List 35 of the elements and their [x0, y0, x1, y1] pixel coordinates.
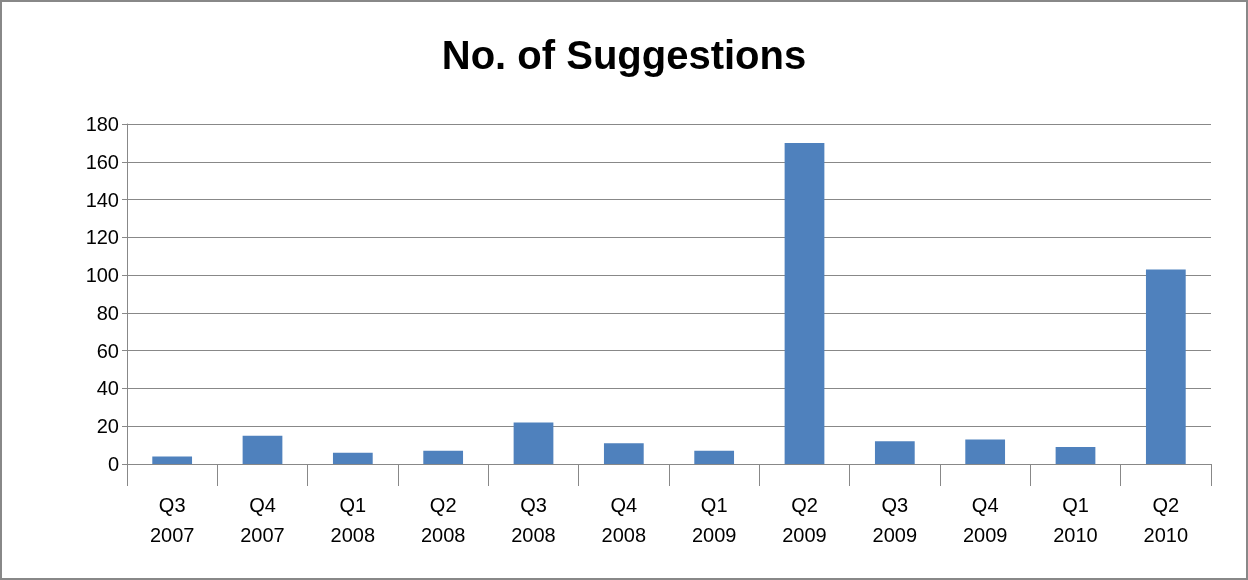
bar — [965, 439, 1006, 464]
bar — [784, 142, 825, 464]
y-tick-label: 0 — [107, 453, 119, 475]
x-tick-label: Q4 2009 — [962, 494, 1008, 546]
bar — [423, 450, 464, 464]
y-tick-label: 160 — [85, 150, 119, 173]
x-tick-label: Q2 2010 — [1143, 494, 1189, 546]
bar — [1055, 447, 1096, 464]
bar — [242, 435, 283, 464]
x-tick-label: Q2 2008 — [420, 494, 466, 546]
y-tick-label: 20 — [96, 415, 119, 438]
x-tick-label: Q3 2009 — [872, 494, 918, 546]
y-tick-label: 100 — [85, 264, 119, 287]
bar — [603, 443, 644, 464]
bar — [513, 422, 554, 464]
x-tick-label: Q2 2009 — [782, 494, 827, 546]
y-tick-label: 60 — [96, 339, 119, 362]
y-tick-label: 180 — [85, 113, 119, 135]
x-tick-label: Q3 2008 — [511, 494, 556, 546]
y-tick-label: 140 — [85, 188, 119, 211]
x-tick-label: Q3 2007 — [149, 494, 195, 546]
x-tick-label: Q4 2008 — [601, 494, 647, 546]
x-tick-label: Q1 2008 — [330, 494, 376, 546]
bar — [1145, 269, 1186, 464]
x-tick-label: Q1 2009 — [691, 494, 737, 546]
x-tick-label: Q4 2007 — [240, 494, 285, 546]
bar — [694, 450, 735, 464]
y-tick-label: 40 — [96, 377, 119, 400]
y-tick-label: 120 — [85, 226, 119, 249]
x-tick-label: Q1 2010 — [1053, 494, 1098, 546]
bar — [874, 441, 915, 464]
bar — [332, 452, 373, 464]
y-tick-label: 80 — [96, 301, 119, 324]
chart-title: No. of Suggestions — [441, 33, 807, 77]
bar — [152, 456, 193, 464]
